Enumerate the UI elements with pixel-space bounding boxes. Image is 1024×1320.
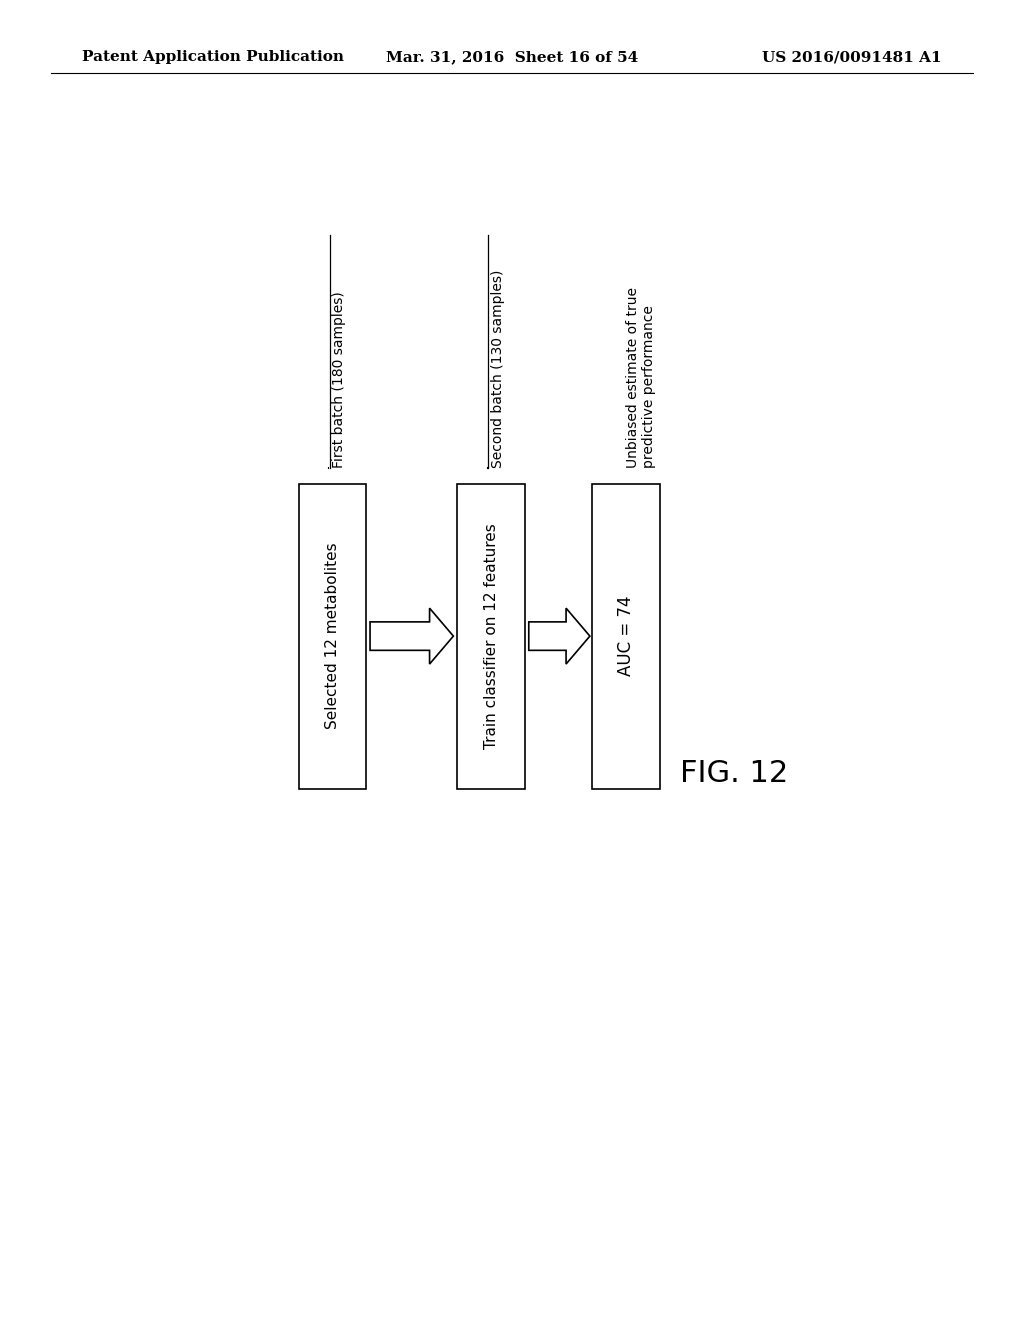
Text: Mar. 31, 2016  Sheet 16 of 54: Mar. 31, 2016 Sheet 16 of 54: [386, 50, 638, 65]
Text: FIG. 12: FIG. 12: [680, 759, 787, 788]
FancyBboxPatch shape: [458, 483, 524, 788]
Text: Patent Application Publication: Patent Application Publication: [82, 50, 344, 65]
Text: First batch (180 samples): First batch (180 samples): [332, 292, 346, 469]
FancyBboxPatch shape: [592, 483, 659, 788]
Text: Train classifier on 12 features: Train classifier on 12 features: [483, 523, 499, 748]
FancyBboxPatch shape: [299, 483, 367, 788]
Text: Second batch (130 samples): Second batch (130 samples): [490, 271, 505, 469]
Text: US 2016/0091481 A1: US 2016/0091481 A1: [763, 50, 942, 65]
Text: Selected 12 metabolites: Selected 12 metabolites: [325, 543, 340, 730]
Text: Unbiased estimate of true
predictive performance: Unbiased estimate of true predictive per…: [626, 288, 655, 469]
Polygon shape: [370, 609, 454, 664]
Polygon shape: [528, 609, 590, 664]
Text: AUC = 74: AUC = 74: [617, 595, 635, 676]
